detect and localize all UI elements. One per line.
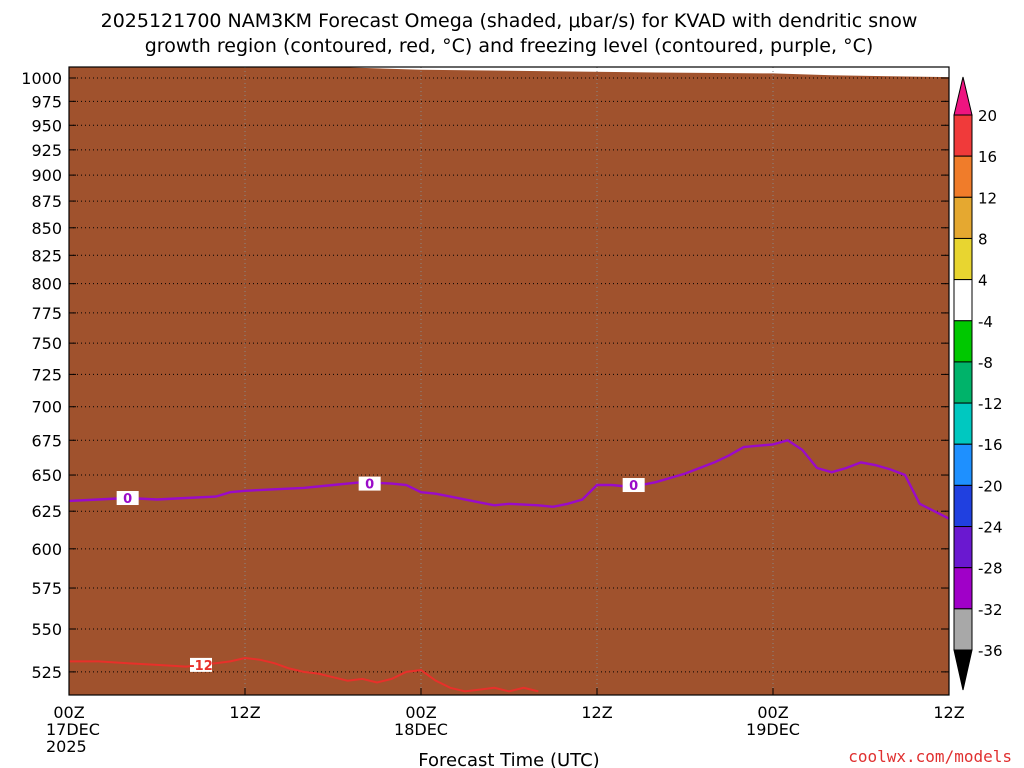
colorbar-swatch-10 — [953, 526, 973, 569]
colorbar-label-1: 16 — [978, 148, 997, 166]
y-tick-label-825: 825 — [31, 246, 62, 265]
colorbar-swatch-1 — [953, 155, 973, 198]
y-tick-label-800: 800 — [31, 275, 62, 294]
colorbar-label-0: 20 — [978, 107, 997, 125]
y-tick-label-875: 875 — [31, 192, 62, 211]
colorbar-top-arrow — [953, 76, 973, 116]
colorbar-label-6: -8 — [978, 354, 993, 372]
freezing-level-label-1-bg — [358, 476, 381, 491]
colorbar-swatch-11 — [953, 567, 973, 610]
colorbar-label-7: -12 — [978, 395, 1003, 413]
y-tick-label-575: 575 — [31, 579, 62, 598]
credit-text[interactable]: coolwx.com/models — [848, 747, 1012, 766]
colorbar-swatch-3 — [953, 237, 973, 281]
freezing-level-label-2-bg — [622, 478, 645, 493]
x-tick-label-0-2: 2025 — [46, 737, 87, 756]
dgz-contour-label: -12 — [189, 659, 213, 674]
freezing-level-label-1: 0 — [365, 478, 374, 493]
y-tick-label-675: 675 — [31, 431, 62, 450]
colorbar-swatch-8 — [953, 443, 973, 486]
y-tick-label-925: 925 — [31, 141, 62, 160]
x-tick-label-48-1: 19DEC — [746, 720, 800, 739]
x-tick-label-0-1: 17DEC — [46, 720, 100, 739]
colorbar-label-13: -36 — [978, 642, 1003, 660]
y-tick-label-1000: 1000 — [21, 69, 62, 88]
y-tick-label-900: 900 — [31, 166, 62, 185]
y-tick-label-775: 775 — [31, 304, 62, 323]
chart-title: 2025121700 NAM3KM Forecast Omega (shaded… — [101, 10, 918, 32]
colorbar-label-10: -24 — [978, 519, 1003, 537]
freezing-level-label-0-bg — [116, 491, 139, 506]
colorbar-swatch-0 — [953, 114, 973, 157]
y-tick-label-625: 625 — [31, 502, 62, 521]
colorbar-label-9: -20 — [978, 477, 1003, 495]
freezing-level-label-2: 0 — [629, 479, 638, 494]
y-tick-label-750: 750 — [31, 334, 62, 353]
plot-frame — [68, 66, 950, 696]
colorbar-bottom-arrow — [953, 649, 973, 691]
y-tick-label-700: 700 — [31, 398, 62, 417]
x-tick-label-36-0: 12Z — [581, 703, 612, 722]
ground-fill — [69, 67, 949, 695]
colorbar-swatch-5 — [953, 320, 973, 363]
colorbar-label-3: 8 — [978, 230, 988, 248]
x-tick-label-24-0: 00Z — [405, 703, 436, 722]
freezing-level-label-0: 0 — [123, 492, 132, 507]
x-tick-label-48-0: 00Z — [757, 703, 788, 722]
ground-surface — [69, 67, 949, 695]
colorbar-swatch-9 — [953, 484, 973, 528]
colorbar-swatch-12 — [953, 608, 973, 651]
dgz-contour-label-bg — [190, 657, 212, 672]
y-tick-label-975: 975 — [31, 92, 62, 111]
x-tick-label-24-1: 18DEC — [394, 720, 448, 739]
freezing-level-line — [69, 438, 949, 520]
colorbar-label-5: -4 — [978, 313, 993, 331]
colorbar-label-12: -32 — [978, 601, 1003, 619]
y-axis: 525 550 575 600 625 650 675 700 725 750 775 800 825 8… — [21, 69, 949, 682]
y-tick-label-850: 850 — [31, 219, 62, 238]
colorbar-label-8: -16 — [978, 436, 1003, 454]
colorbar-label-11: -28 — [978, 560, 1003, 578]
y-tick-label-950: 950 — [31, 116, 62, 135]
y-tick-label-650: 650 — [31, 466, 62, 485]
colorbar: 20 16 12 8 4 -4 -8 -12 -16 -20 -24 -28 -32 -36 — [953, 76, 1003, 691]
x-tick-label-12-0: 12Z — [229, 703, 260, 722]
colorbar-swatch-2 — [953, 196, 973, 239]
y-tick-label-600: 600 — [31, 540, 62, 559]
colorbar-swatch-4 — [953, 279, 973, 322]
colorbar-swatch-7 — [953, 402, 973, 445]
x-axis-label: Forecast Time (UTC) — [418, 750, 599, 768]
y-tick-label-725: 725 — [31, 365, 62, 384]
contour-labels: -12 0 0 0 — [116, 476, 645, 674]
y-tick-label-525: 525 — [31, 663, 62, 682]
x-tick-label-0-0: 00Z — [53, 703, 84, 722]
colorbar-label-4: 4 — [978, 272, 988, 290]
grid — [69, 67, 949, 695]
x-tick-label-60-0: 12Z — [933, 703, 964, 722]
chart-subtitle: growth region (contoured, red, °C) and f… — [145, 35, 874, 57]
colorbar-label-2: 12 — [978, 189, 997, 207]
y-tick-label-550: 550 — [31, 620, 62, 639]
colorbar-swatch-6 — [953, 361, 973, 404]
